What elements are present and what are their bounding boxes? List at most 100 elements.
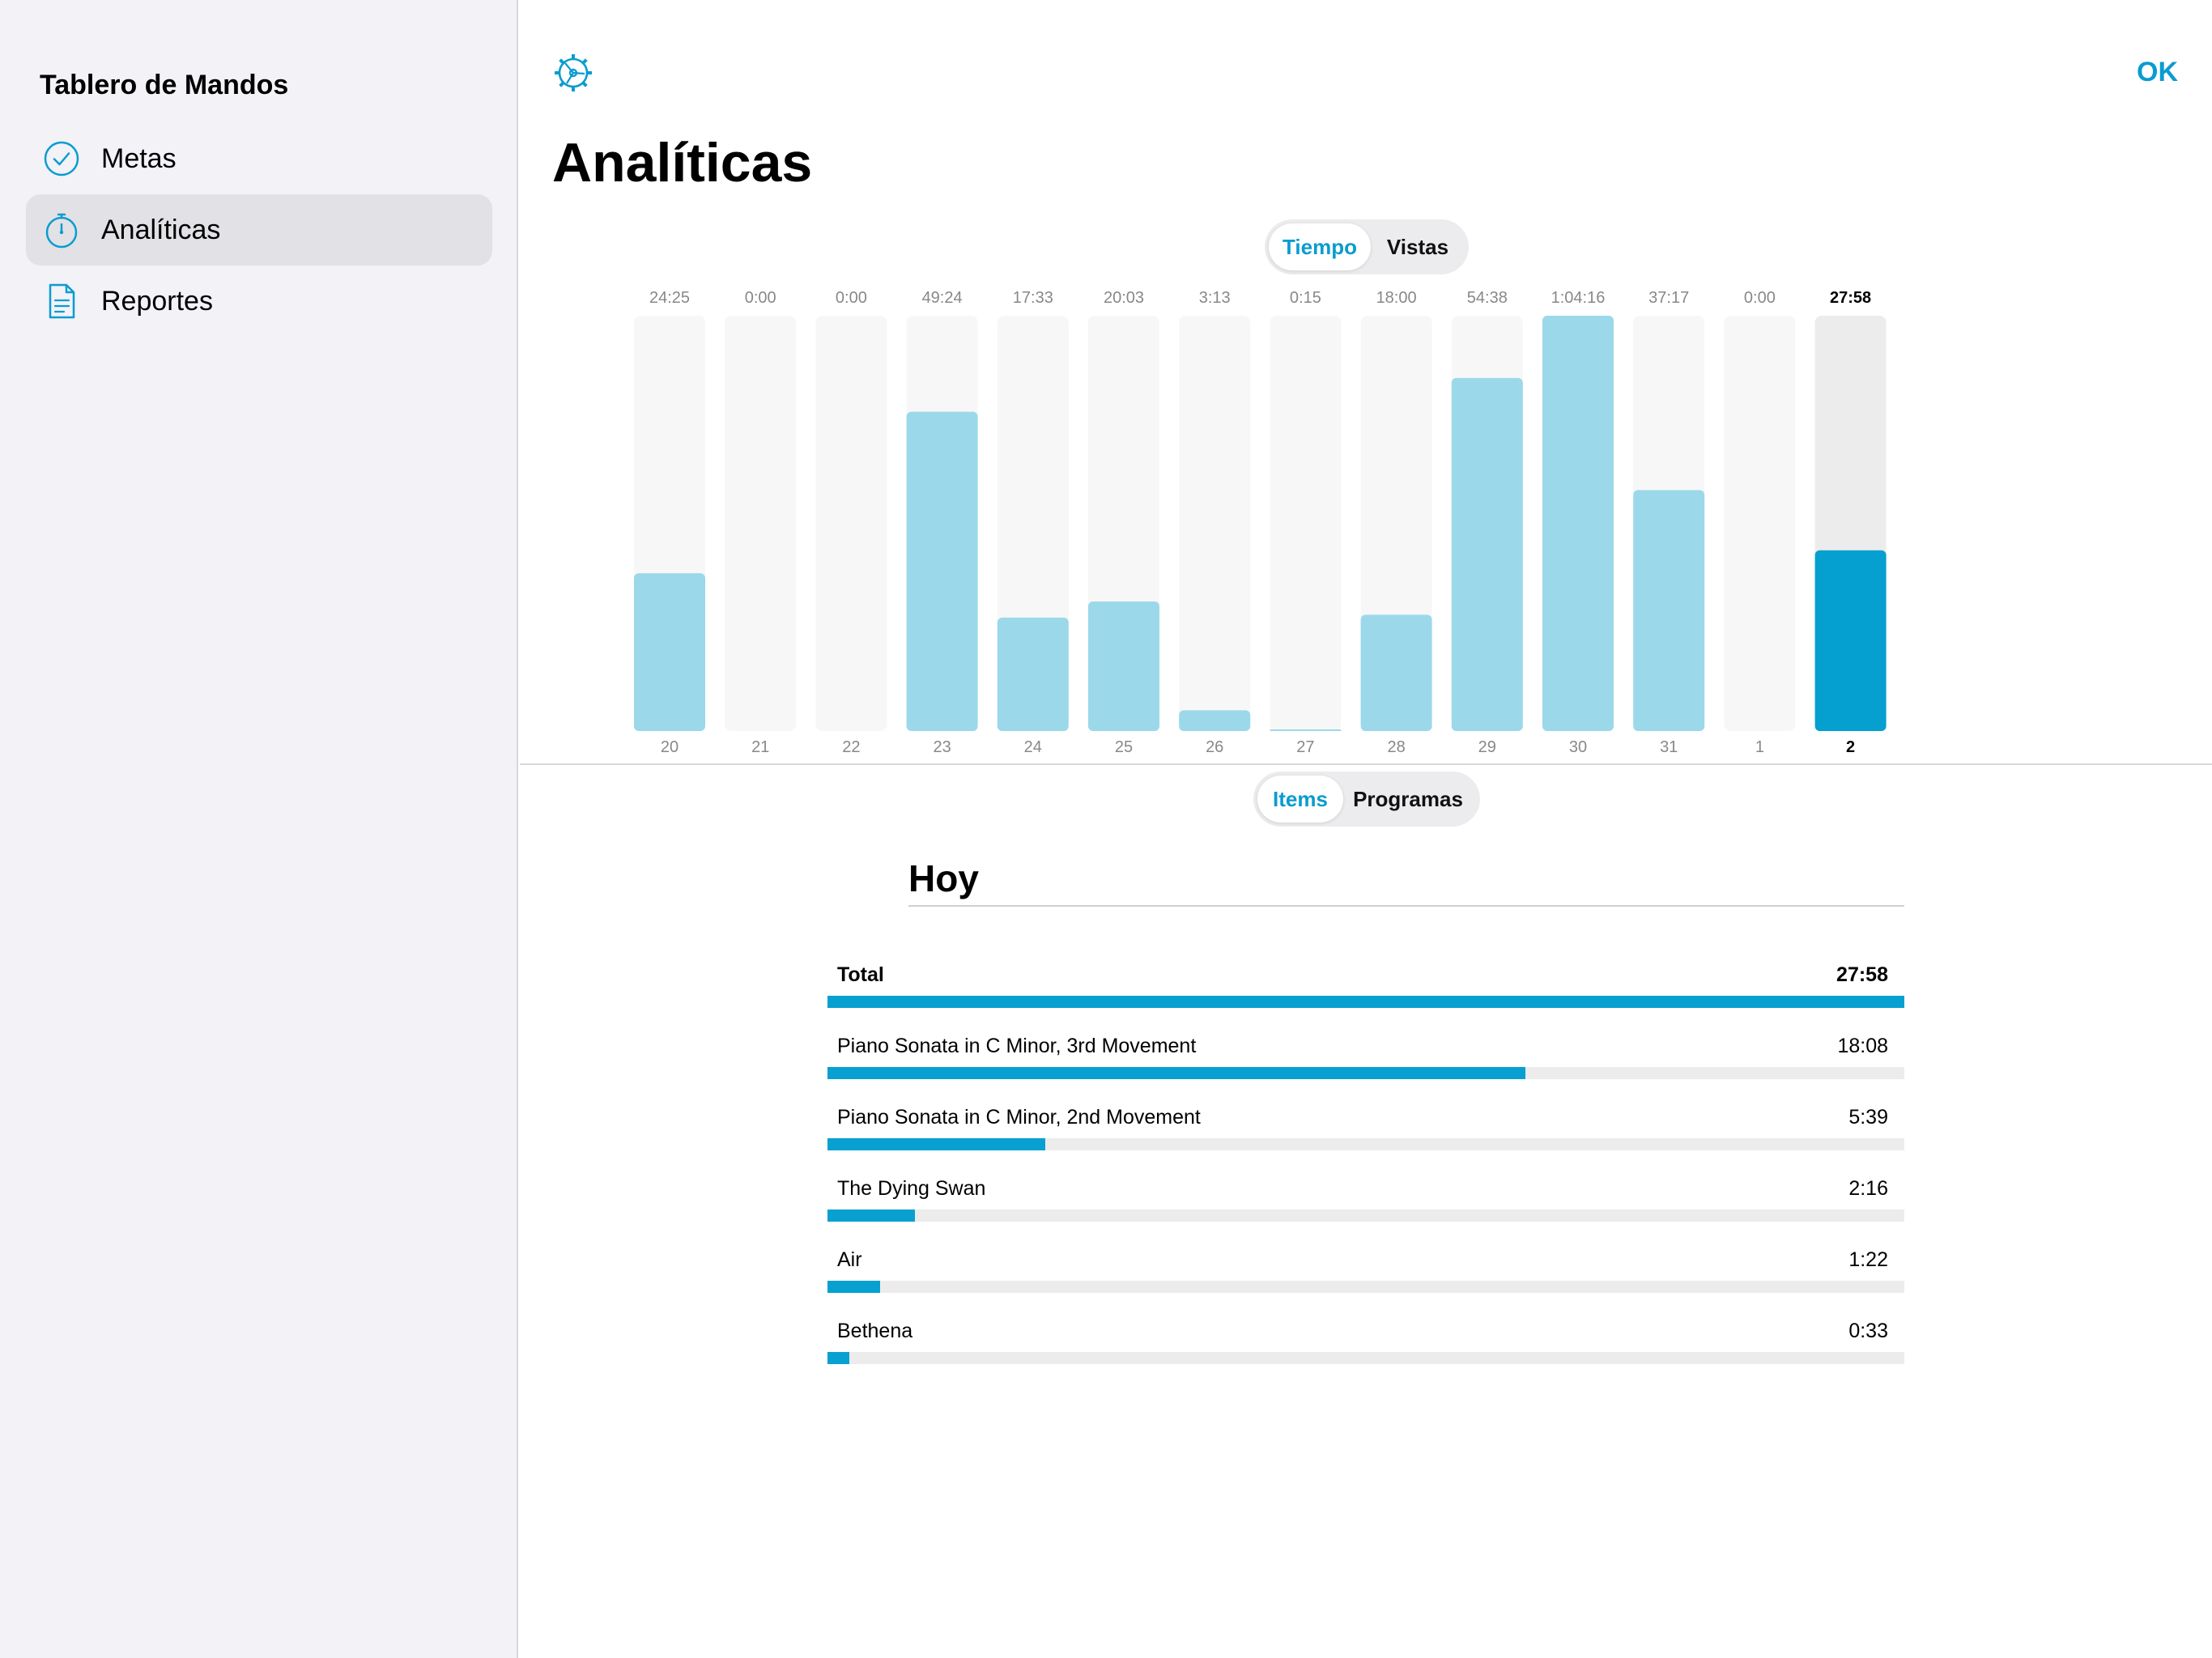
sidebar-item-metas[interactable]: Metas xyxy=(26,123,492,194)
item-name: The Dying Swan xyxy=(837,1177,986,1200)
x-tick-label: 1 xyxy=(1755,738,1764,756)
bar[interactable] xyxy=(1451,377,1523,731)
document-icon xyxy=(49,283,75,319)
main-panel: OK Analíticas Tiempo Vistas 24:25 20 0:00 2… xyxy=(520,0,2212,1658)
bar-value-label: 0:00 xyxy=(1744,289,1776,307)
bar-value-label: 20:03 xyxy=(1104,289,1144,307)
today-breakdown-list: Total 27:58 Piano Sonata in C Minor, 3rd… xyxy=(827,960,1904,1388)
section-title-hoy: Hoy xyxy=(908,857,979,899)
item-duration: 5:39 xyxy=(1848,1106,1888,1129)
x-tick-label: 20 xyxy=(661,738,678,756)
bar-value-label: 49:24 xyxy=(922,289,963,307)
sidebar: Tablero de Mandos Metas Analíticas xyxy=(0,0,518,1658)
x-tick-label: 28 xyxy=(1387,738,1405,756)
x-tick-label: 30 xyxy=(1569,738,1587,756)
gear-icon[interactable] xyxy=(552,52,594,94)
x-tick-label: 22 xyxy=(842,738,860,756)
segment-programas[interactable]: Programas xyxy=(1353,786,1463,811)
x-tick-label: 24 xyxy=(1024,738,1042,756)
progress-fill xyxy=(827,1209,915,1222)
list-item[interactable]: Piano Sonata in C Minor, 2nd Movement 5:… xyxy=(827,1103,1904,1174)
divider xyxy=(520,763,2212,765)
metric-segmented-control: Tiempo Vistas xyxy=(1265,219,1469,274)
x-tick-label: 25 xyxy=(1115,738,1133,756)
item-duration: 0:33 xyxy=(1848,1320,1888,1342)
progress-fill xyxy=(827,996,1904,1008)
bar-value-label: 0:00 xyxy=(836,289,867,307)
bar-value-label: 27:58 xyxy=(1830,289,1871,307)
list-item[interactable]: The Dying Swan 2:16 xyxy=(827,1174,1904,1245)
sidebar-title: Tablero de Mandos xyxy=(40,70,289,100)
bar[interactable] xyxy=(1088,601,1159,731)
segment-items[interactable]: Items xyxy=(1257,776,1343,823)
bar-value-label: 37:17 xyxy=(1648,289,1689,307)
bar-value-label: 24:25 xyxy=(649,289,690,307)
x-tick-label: 26 xyxy=(1206,738,1223,756)
checkmark-circle-icon xyxy=(44,141,79,176)
bar-chart: 24:25200:00210:002249:242317:332420:0325… xyxy=(634,289,1887,756)
list-item[interactable]: Bethena 0:33 xyxy=(827,1316,1904,1388)
bar-value-label: 0:00 xyxy=(745,289,776,307)
bar-value-label: 17:33 xyxy=(1013,289,1053,307)
bar-value-label: 0:15 xyxy=(1290,289,1321,307)
bar-track xyxy=(1179,316,1251,731)
sidebar-item-label: Reportes xyxy=(101,285,213,317)
item-name: Air xyxy=(837,1248,862,1271)
bar[interactable] xyxy=(997,617,1069,731)
x-tick-label: 31 xyxy=(1660,738,1678,756)
bar[interactable] xyxy=(1270,729,1342,731)
segment-tiempo[interactable]: Tiempo xyxy=(1269,223,1371,270)
item-name: Piano Sonata in C Minor, 3rd Movement xyxy=(837,1035,1197,1057)
x-tick-label: 29 xyxy=(1478,738,1496,756)
progress-fill xyxy=(827,1067,1525,1079)
sidebar-item-analiticas[interactable]: Analíticas xyxy=(26,194,492,266)
bar-track xyxy=(815,316,887,731)
progress-track xyxy=(827,1281,1904,1293)
bar[interactable] xyxy=(1814,550,1887,731)
section-divider xyxy=(908,905,1904,907)
progress-track xyxy=(827,1138,1904,1150)
item-duration: 1:22 xyxy=(1848,1248,1888,1271)
total-row: Total 27:58 xyxy=(827,960,1904,1031)
bar-track xyxy=(725,316,797,731)
segment-vistas[interactable]: Vistas xyxy=(1386,234,1449,259)
bar[interactable] xyxy=(1179,710,1251,731)
progress-track xyxy=(827,1209,1904,1222)
progress-track xyxy=(827,1352,1904,1364)
bar[interactable] xyxy=(634,573,705,731)
bar-track xyxy=(1724,316,1796,731)
sidebar-item-label: Metas xyxy=(101,142,177,174)
sidebar-item-reportes[interactable]: Reportes xyxy=(26,266,492,337)
stopwatch-icon xyxy=(45,213,78,249)
x-tick-label: 27 xyxy=(1296,738,1314,756)
item-name: Bethena xyxy=(837,1320,913,1342)
breakdown-segmented-control: Items Programas xyxy=(1253,772,1480,827)
progress-fill xyxy=(827,1138,1045,1150)
progress-fill xyxy=(827,1352,849,1364)
bar[interactable] xyxy=(1633,490,1705,731)
bar-value-label: 3:13 xyxy=(1199,289,1231,307)
bar-value-label: 1:04:16 xyxy=(1551,289,1606,307)
bar-value-label: 18:00 xyxy=(1376,289,1417,307)
progress-fill xyxy=(827,1281,881,1293)
x-tick-label: 23 xyxy=(933,738,951,756)
bar[interactable] xyxy=(906,411,978,731)
progress-track xyxy=(827,996,1904,1008)
list-item[interactable]: Air 1:22 xyxy=(827,1245,1904,1316)
ok-button[interactable]: OK xyxy=(2137,57,2178,87)
sidebar-item-label: Analíticas xyxy=(101,214,221,245)
daily-time-chart: 24:25 20 0:00 21 0:00 22 49:24 23 17:33 24 20:03 25… xyxy=(520,275,2212,761)
total-label: Total xyxy=(837,963,884,986)
total-value: 27:58 xyxy=(1836,963,1888,986)
item-name: Piano Sonata in C Minor, 2nd Movement xyxy=(837,1106,1201,1129)
item-duration: 2:16 xyxy=(1848,1177,1888,1200)
bar-value-label: 54:38 xyxy=(1467,289,1508,307)
bar[interactable] xyxy=(1360,614,1432,731)
bar[interactable] xyxy=(1542,316,1614,731)
x-tick-label: 2 xyxy=(1846,738,1855,756)
progress-track xyxy=(827,1067,1904,1079)
list-item[interactable]: Piano Sonata in C Minor, 3rd Movement 18… xyxy=(827,1031,1904,1103)
x-tick-label: 21 xyxy=(751,738,769,756)
page-title: Analíticas xyxy=(552,132,813,193)
item-duration: 18:08 xyxy=(1837,1035,1888,1057)
